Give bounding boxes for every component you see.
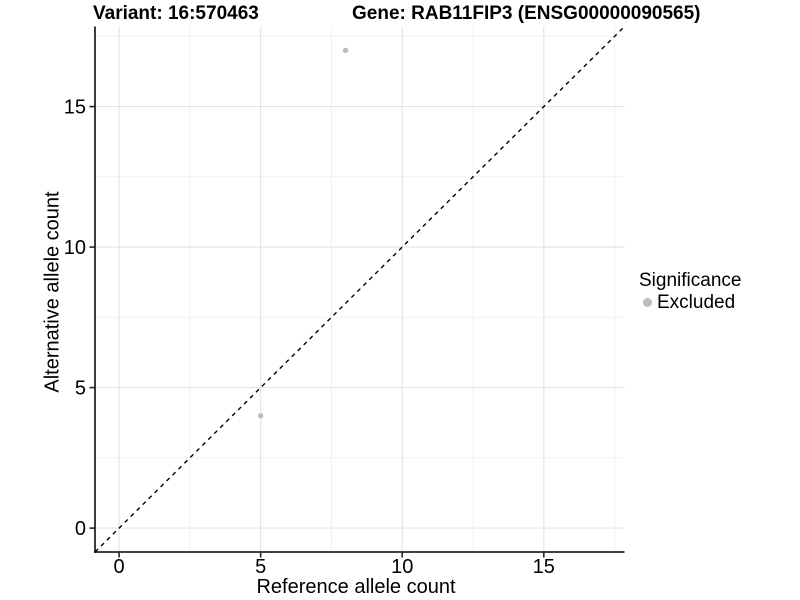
variant-title: Variant: 16:570463	[93, 3, 259, 24]
excluded-point-icon	[643, 298, 652, 307]
legend-item-excluded: Excluded	[643, 293, 741, 312]
x-tick-label: 10	[391, 556, 413, 578]
identity-line	[94, 26, 625, 553]
x-tick-label: 5	[255, 556, 266, 578]
y-tick-label: 5	[75, 378, 86, 400]
x-tick-label: 0	[114, 556, 125, 578]
x-axis-title: Reference allele count	[256, 576, 456, 598]
y-tick-label: 0	[75, 518, 86, 540]
y-tick-label: 15	[64, 97, 86, 119]
x-tick-label: 15	[533, 556, 555, 578]
y-tick-label: 10	[64, 237, 86, 259]
legend-title: Significance	[639, 270, 742, 291]
legend: Significance Excluded	[639, 271, 741, 312]
data-point	[257, 413, 264, 419]
gene-title: Gene: RAB11FIP3 (ENSG00000090565)	[352, 3, 701, 24]
legend-item-label: Excluded	[657, 292, 736, 313]
y-axis-title: Alternative allele count	[41, 191, 64, 393]
data-point	[342, 47, 349, 54]
